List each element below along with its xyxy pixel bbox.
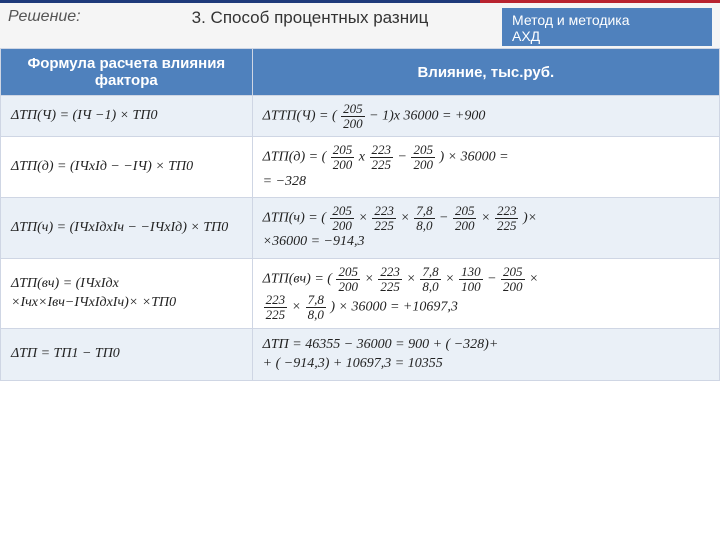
badge-line1: Метод и методика <box>512 12 630 28</box>
cell-calc: ΔТП(ч) = ( 205200 × 223225 × 7,88,0 − 20… <box>252 198 719 259</box>
cell-calc: ΔТП = 46355 − 36000 = 900 + ( −328)++ ( … <box>252 328 719 380</box>
header-row: Решение: 3. Способ процентных разниц Мет… <box>8 8 712 46</box>
badge-line2: АХД <box>512 28 540 44</box>
table-wrap: Формула расчета влияния фактора Влияние,… <box>0 48 720 540</box>
table-header-row: Формула расчета влияния фактора Влияние,… <box>1 49 720 96</box>
page-title: 3. Способ процентных разниц <box>126 8 494 28</box>
stripe-blue <box>0 0 480 3</box>
cell-formula: ΔТП(Ч) = (IЧ −1) × ТП0 <box>1 96 253 137</box>
cell-formula: ΔТП(д) = (IЧхIд − −IЧ) × ТП0 <box>1 137 253 198</box>
table-row: ΔТП(д) = (IЧхIд − −IЧ) × ТП0 ΔТП(д) = ( … <box>1 137 720 198</box>
method-badge: Метод и методика АХД <box>502 8 712 46</box>
cell-formula: ΔТП = ТП1 − ТП0 <box>1 328 253 380</box>
calc-table: Формула расчета влияния фактора Влияние,… <box>0 48 720 381</box>
top-stripe <box>0 0 720 3</box>
cell-calc: ΔТТП(Ч) = ( 205200 − 1)x 36000 = +900 <box>252 96 719 137</box>
cell-formula: ΔТП(ч) = (IЧхIдхIч − −IЧхIд) × ТП0 <box>1 198 253 259</box>
col-header-formula: Формула расчета влияния фактора <box>1 49 253 96</box>
cell-calc: ΔТП(вч) = ( 205200 × 223225 × 7,88,0 × 1… <box>252 259 719 329</box>
col-header-result: Влияние, тыс.руб. <box>252 49 719 96</box>
cell-calc: ΔТП(д) = ( 205200 x 223225 − 205200 ) × … <box>252 137 719 198</box>
stripe-red <box>480 0 720 3</box>
cell-formula: ΔТП(вч) = (IЧхIдх ×Iчх×Iвч−IЧхIдхIч)× ×Т… <box>1 259 253 329</box>
table-row: ΔТП(Ч) = (IЧ −1) × ТП0 ΔТТП(Ч) = ( 20520… <box>1 96 720 137</box>
table-row: ΔТП(вч) = (IЧхIдх ×Iчх×Iвч−IЧхIдхIч)× ×Т… <box>1 259 720 329</box>
table-body: ΔТП(Ч) = (IЧ −1) × ТП0 ΔТТП(Ч) = ( 20520… <box>1 96 720 381</box>
solution-label: Решение: <box>8 8 118 26</box>
table-row: ΔТП(ч) = (IЧхIдхIч − −IЧхIд) × ТП0 ΔТП(ч… <box>1 198 720 259</box>
table-row: ΔТП = ТП1 − ТП0 ΔТП = 46355 − 36000 = 90… <box>1 328 720 380</box>
